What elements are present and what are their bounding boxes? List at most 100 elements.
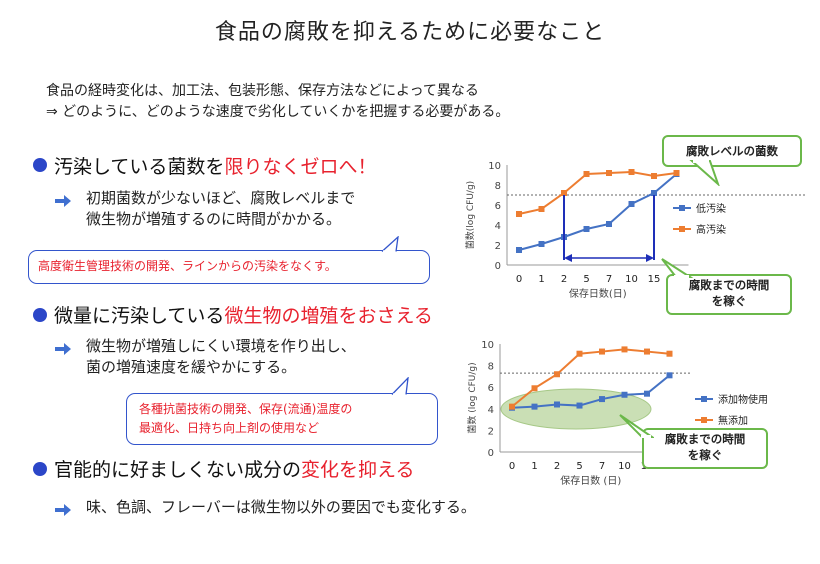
x-tick-label: 10 <box>625 274 638 285</box>
gain-time-annotation-2: 腐敗までの時間 を稼ぐ <box>642 428 768 469</box>
series-line <box>518 170 677 215</box>
section-1-body-line-2: 微生物が増殖するのに時間がかかる。 <box>86 210 342 228</box>
data-point <box>644 348 650 355</box>
y-tick-label: 2 <box>495 241 501 252</box>
section-1-heading-highlight: 限りなくゼロへ！ <box>224 156 377 178</box>
section-3-heading-text: 官能的に好ましくない成分の <box>54 459 302 481</box>
x-tick-label: 0 <box>509 461 515 472</box>
data-point <box>531 403 538 410</box>
bullet-icon <box>33 308 47 322</box>
data-point <box>516 247 522 253</box>
y-tick-label: 6 <box>488 383 494 394</box>
x-tick-label: 2 <box>561 274 567 285</box>
section-2-body-line-2: 菌の増殖速度を緩やかにする。 <box>86 358 297 376</box>
data-point <box>666 350 673 357</box>
data-point <box>538 206 545 212</box>
legend-marker <box>701 396 707 402</box>
section-3-heading: 官能的に好ましくない成分の変化を抑える <box>54 455 414 482</box>
section-3-body-line-1: 味、色調、フレーバーは微生物以外の要因でも変化する。 <box>86 498 476 516</box>
gain-time-annotation-1: 腐敗までの時間 を稼ぐ <box>666 274 792 315</box>
section-2-heading: 微量に汚染している微生物の増殖をおさえる <box>54 301 433 328</box>
section-2-heading-highlight: 微生物の増殖をおさえる <box>224 305 433 327</box>
data-point <box>621 346 628 353</box>
data-point <box>599 348 605 355</box>
right-arrow-icon <box>55 343 71 355</box>
data-point <box>666 372 673 379</box>
y-tick-label: 6 <box>495 201 501 212</box>
section-1-body-line-1: 初期菌数が少ないほど、腐敗レベルまで <box>86 189 356 207</box>
data-point <box>561 190 567 196</box>
gain-time-annotation-1-line-1: 腐敗までの時間 <box>688 278 770 292</box>
section-1-heading-text: 汚染している菌数を <box>54 156 225 178</box>
y-tick-label: 4 <box>495 221 501 232</box>
data-point <box>606 170 612 176</box>
legend-marker <box>701 417 707 423</box>
x-tick-label: 1 <box>538 274 544 285</box>
y-axis-title: 菌数 (log CFU/g) <box>466 362 478 433</box>
callout-1: 高度衛生管理技術の開発、ラインからの汚染をなくす。 <box>28 250 430 284</box>
y-tick-label: 4 <box>488 405 494 416</box>
arrow-head <box>564 254 572 262</box>
right-arrow-icon <box>55 504 71 516</box>
y-tick-label: 8 <box>495 181 501 192</box>
data-point <box>644 390 650 397</box>
section-1-heading: 汚染している菌数を限りなくゼロへ！ <box>54 152 376 179</box>
y-tick-label: 0 <box>495 261 501 272</box>
bullet-icon <box>33 462 47 476</box>
spoil-level-annotation-pointer <box>689 160 720 186</box>
x-tick-label: 5 <box>576 461 582 472</box>
gain-time-annotation-1-pointer <box>661 258 694 278</box>
legend-marker <box>679 205 685 211</box>
gain-time-annotation-2-line-2: を稼ぐ <box>687 448 723 462</box>
data-point <box>554 401 560 408</box>
data-point <box>673 170 680 176</box>
section-2-body-line-1: 微生物が増殖しにくい環境を作り出し、 <box>86 337 356 355</box>
y-tick-label: 10 <box>488 161 501 172</box>
y-axis-title: 菌数(log CFU/g) <box>464 181 476 249</box>
x-tick-label: 10 <box>618 461 631 472</box>
data-point <box>509 403 515 410</box>
callout-1-text: 高度衛生管理技術の開発、ラインからの汚染をなくす。 <box>38 259 337 273</box>
x-tick-label: 15 <box>648 274 661 285</box>
series-line <box>518 173 678 251</box>
gain-time-annotation-2-pointer <box>619 414 654 438</box>
x-tick-label: 7 <box>606 274 612 285</box>
chart-1: 024681001257101520保存日数(日)菌数(log CFU/g)低汚… <box>464 161 807 300</box>
gain-time-annotation-1-line-2: を稼ぐ <box>711 294 747 308</box>
callout-1-pointer <box>381 236 399 252</box>
section-3-heading-highlight: 変化を抑える <box>301 459 415 481</box>
data-point <box>651 173 657 179</box>
y-tick-label: 8 <box>488 362 494 373</box>
gain-time-annotation-2-line-1: 腐敗までの時間 <box>664 432 746 446</box>
intro-line-1: 食品の経時変化は、加工法、包装形態、保存方法などによって異なる <box>46 83 479 99</box>
x-tick-label: 5 <box>583 274 589 285</box>
data-point <box>583 226 590 232</box>
data-point <box>583 171 590 177</box>
page-title: 食品の腐敗を抑えるために必要なこと <box>214 20 606 45</box>
x-axis-title: 保存日数 (日) <box>560 474 621 487</box>
x-tick-label: 1 <box>531 461 537 472</box>
y-tick-label: 0 <box>488 448 494 459</box>
callout-2-text-line-1: 各種抗菌技術の開発、保存(流通)温度の <box>139 402 353 416</box>
spoil-level-annotation: 腐敗レベルの菌数 <box>662 135 802 167</box>
x-axis-title: 保存日数(日) <box>569 287 627 300</box>
right-arrow-icon <box>55 195 71 207</box>
legend-label: 添加物使用 <box>718 393 768 406</box>
highlight-ellipse <box>500 388 652 430</box>
data-point <box>576 402 583 409</box>
data-point <box>516 211 522 217</box>
section-2-heading-text: 微量に汚染している <box>54 305 225 327</box>
callout-2-text-line-2: 最適化、日持ち向上剤の使用など <box>139 421 320 435</box>
data-point <box>599 396 605 403</box>
data-point <box>621 391 628 398</box>
x-tick-label: 0 <box>516 274 522 285</box>
legend-label: 低汚染 <box>696 202 726 215</box>
arrow-head <box>646 254 654 262</box>
spoil-level-annotation-text: 腐敗レベルの菌数 <box>686 144 778 158</box>
x-tick-label: 7 <box>599 461 605 472</box>
legend-label: 高汚染 <box>696 223 726 236</box>
data-point <box>651 190 657 196</box>
data-point <box>554 371 560 378</box>
y-tick-label: 2 <box>488 426 494 437</box>
data-point <box>538 241 545 247</box>
